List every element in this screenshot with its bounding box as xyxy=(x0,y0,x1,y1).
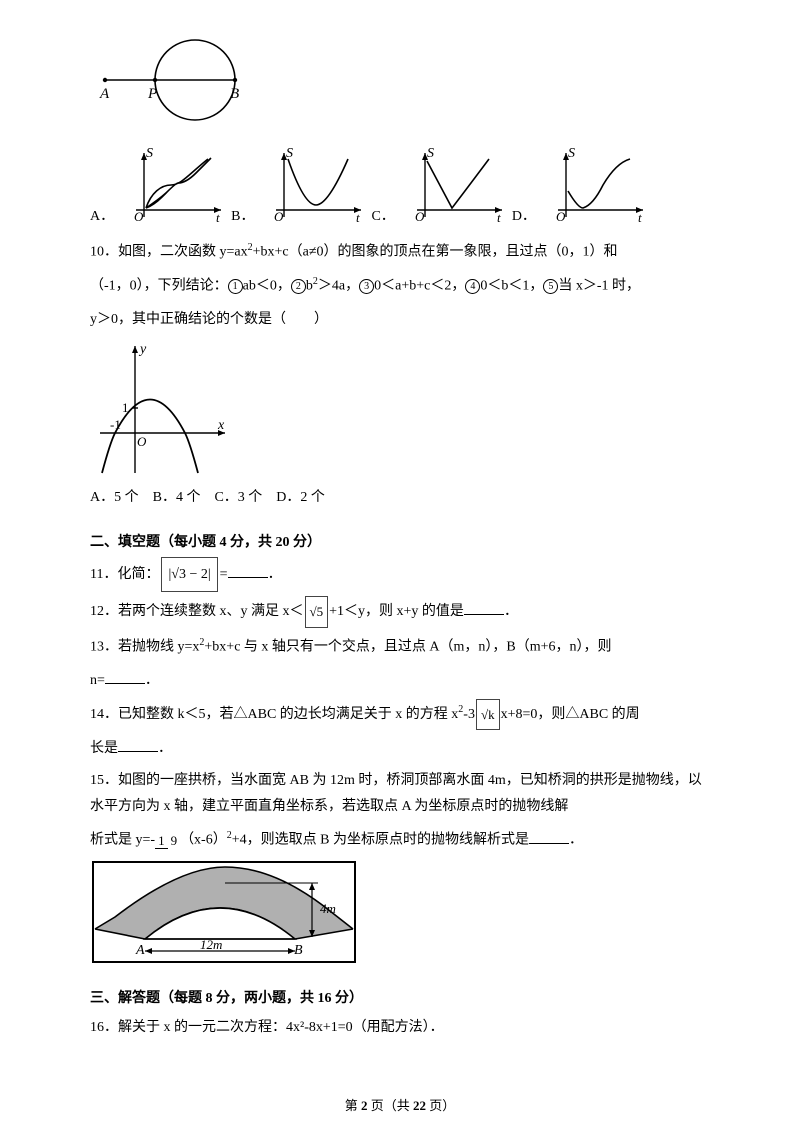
q10-answers: A．5 个 B．4 个 C．3 个 D．2 个 xyxy=(90,483,710,512)
q15-line1: 15．如图的一座拱桥，当水面宽 AB 为 12m 时，桥洞顶部离水面 4m，已知… xyxy=(90,768,710,821)
svg-text:S: S xyxy=(286,146,293,161)
q14-line2: 长是． xyxy=(90,734,710,763)
svg-text:x: x xyxy=(217,418,225,433)
q14-line1: 14．已知整数 k＜5，若△ABC 的边长均满足关于 x 的方程 x2-3√kx… xyxy=(90,699,710,730)
svg-text:1: 1 xyxy=(122,400,129,415)
label-A: A xyxy=(99,86,110,102)
opt-b-graph: S O t xyxy=(256,145,371,225)
opt-a-label: A． xyxy=(90,205,114,225)
svg-text:S: S xyxy=(146,146,153,161)
svg-text:O: O xyxy=(274,209,284,224)
svg-text:t: t xyxy=(216,210,220,225)
label-P: P xyxy=(147,86,157,102)
q15-line2: 析式是 y=-19（x-6）2+4，则选取点 B 为坐标原点时的抛物线解析式是． xyxy=(90,825,710,855)
label-B: B xyxy=(230,86,239,102)
svg-text:O: O xyxy=(556,209,566,224)
q14-expr: √k xyxy=(476,699,500,730)
q9-figure: A P B xyxy=(90,30,710,135)
opt-a-graph: S O t xyxy=(116,145,231,225)
opt-d-label: D． xyxy=(512,205,536,225)
q11-expr: |√3 − 2| xyxy=(161,557,217,592)
q13-line2: n=． xyxy=(90,666,710,695)
q10-line2: （-1，0），下列结论：1ab＜0，2b2＞4a，30＜a+b+c＜2，40＜b… xyxy=(90,271,710,301)
q12: 12．若两个连续整数 x、y 满足 x＜√5+1＜y，则 x+y 的值是． xyxy=(90,596,710,627)
opt-d-graph: S O t xyxy=(538,145,653,225)
section3-title: 三、解答题（每题 8 分，两小题，共 16 分） xyxy=(90,987,710,1007)
q10-line1: 10．如图，二次函数 y=ax2+bx+c（a≠0）的图象的顶点在第一象限，且过… xyxy=(90,237,710,267)
opt-b-label: B． xyxy=(231,205,254,225)
svg-text:O: O xyxy=(137,434,147,449)
q10-line3: y＞0，其中正确结论的个数是（ ） xyxy=(90,305,710,334)
svg-text:y: y xyxy=(138,342,147,357)
svg-text:-1: -1 xyxy=(110,417,121,432)
svg-text:4m: 4m xyxy=(320,901,336,916)
q12-expr: √5 xyxy=(305,596,329,627)
q13-line1: 13．若抛物线 y=x2+bx+c 与 x 轴只有一个交点，且过点 A（m，n）… xyxy=(90,632,710,662)
opt-c-label: C． xyxy=(371,205,394,225)
svg-text:S: S xyxy=(568,146,575,161)
q10-graph: 1 -1 y x O xyxy=(90,338,710,483)
svg-text:t: t xyxy=(638,210,642,225)
section2-title: 二、填空题（每小题 4 分，共 20 分） xyxy=(90,531,710,551)
svg-text:A: A xyxy=(135,943,145,958)
q16: 16．解关于 x 的一元二次方程：4x²-8x+1=0（用配方法）． xyxy=(90,1013,710,1042)
page-footer: 第 2 页（共 22 页） xyxy=(0,1095,800,1114)
q15-bridge-figure: 12m A B 4m xyxy=(90,859,710,969)
svg-text:B: B xyxy=(294,943,303,958)
opt-c-graph: S O t xyxy=(397,145,512,225)
q9-options: A． S O t B． S O t C． xyxy=(90,145,710,225)
svg-text:O: O xyxy=(134,209,144,224)
q11: 11．化简：|√3 − 2|=． xyxy=(90,557,710,592)
svg-text:t: t xyxy=(497,210,501,225)
svg-text:12m: 12m xyxy=(200,937,222,952)
svg-text:S: S xyxy=(427,146,434,161)
svg-text:O: O xyxy=(415,209,425,224)
svg-text:t: t xyxy=(356,210,360,225)
